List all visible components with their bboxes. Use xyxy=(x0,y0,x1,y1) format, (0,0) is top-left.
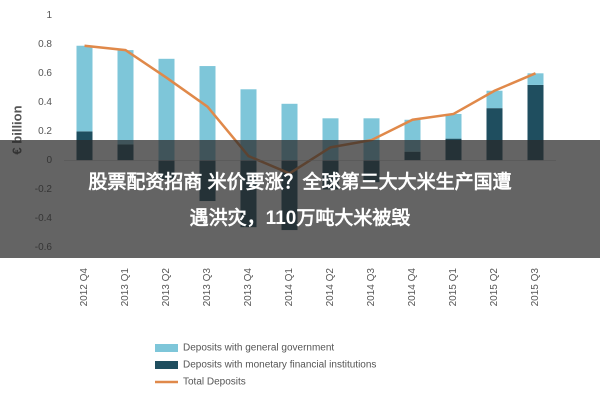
legend-label: Deposits with general government xyxy=(183,343,334,354)
x-tick-label: 2015 Q2 xyxy=(489,268,500,307)
x-tick-label: 2013 Q2 xyxy=(161,268,172,307)
banner-text: 股票配资招商 米价要涨？全球第三大大米生产国遭 xyxy=(88,170,511,193)
legend-label: Deposits with monetary financial institu… xyxy=(183,360,376,371)
bar xyxy=(76,45,93,132)
y-tick-label: 0.8 xyxy=(38,39,52,50)
bar xyxy=(527,73,544,85)
x-tick-label: 2014 Q3 xyxy=(366,268,377,307)
bar xyxy=(117,50,134,145)
x-tick-label: 2013 Q1 xyxy=(120,268,131,307)
legend-swatch xyxy=(155,344,178,352)
y-tick-label: 0.4 xyxy=(38,97,52,108)
banner-text: 遇洪灾，110万吨大米被毁 xyxy=(190,206,411,229)
x-tick-label: 2013 Q3 xyxy=(202,268,213,307)
bar xyxy=(158,58,175,161)
x-tick-label: 2015 Q1 xyxy=(448,268,459,307)
y-tick-label: 1 xyxy=(46,10,52,21)
x-tick-label: 2015 Q3 xyxy=(530,268,541,307)
bar xyxy=(486,90,503,109)
bar xyxy=(199,66,216,161)
legend-swatch xyxy=(155,361,178,369)
y-tick-label: 0.2 xyxy=(38,126,52,137)
y-tick-label: 0.6 xyxy=(38,68,52,79)
legend-label: Total Deposits xyxy=(183,377,246,388)
banner-background xyxy=(0,140,600,258)
x-tick-label: 2014 Q1 xyxy=(284,268,295,307)
x-tick-label: 2014 Q4 xyxy=(407,268,418,307)
bar xyxy=(445,113,462,139)
x-tick-label: 2014 Q2 xyxy=(325,268,336,307)
x-tick-label: 2012 Q4 xyxy=(79,268,90,307)
x-tick-label: 2013 Q4 xyxy=(243,268,254,307)
